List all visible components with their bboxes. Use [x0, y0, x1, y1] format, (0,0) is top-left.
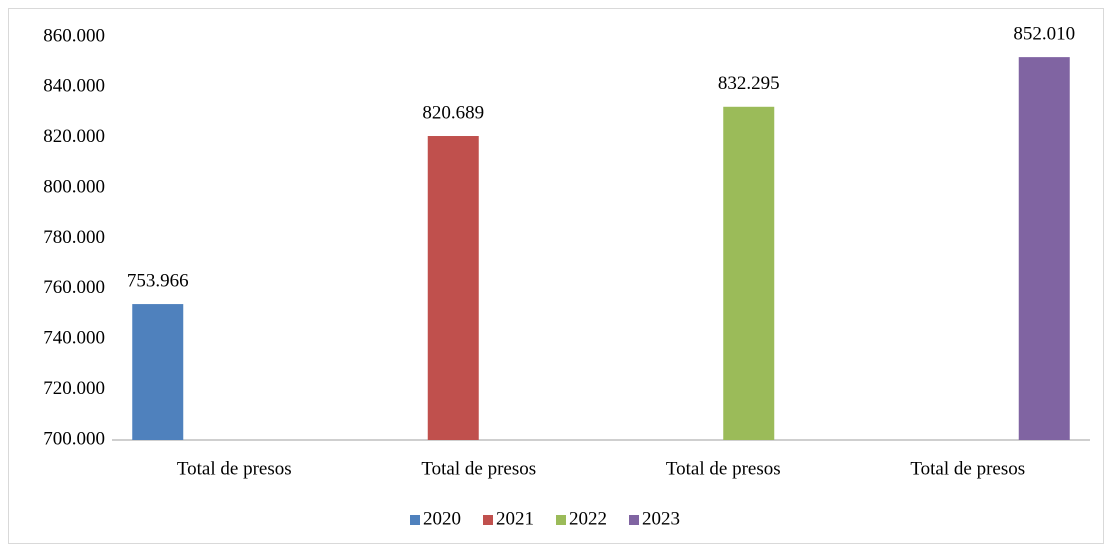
y-tick-label: 740.000 — [43, 328, 105, 349]
x-tick-label: Total de presos — [421, 458, 536, 479]
y-tick-label: 820.000 — [43, 126, 105, 147]
bar — [132, 304, 184, 440]
legend-label: 2020 — [423, 508, 461, 529]
x-tick-label: Total de presos — [177, 458, 292, 479]
y-tick-label: 760.000 — [43, 277, 105, 298]
x-tick-label: Total de presos — [910, 458, 1025, 479]
legend-label: 2023 — [642, 508, 680, 529]
x-tick-label: Total de presos — [666, 458, 781, 479]
y-tick-label: 800.000 — [43, 176, 105, 197]
data-label: 753.966 — [127, 270, 189, 291]
y-tick-label: 700.000 — [43, 428, 105, 449]
y-tick-label: 780.000 — [43, 227, 105, 248]
y-tick-label: 840.000 — [43, 76, 105, 97]
legend-swatch — [556, 515, 566, 525]
legend-swatch — [410, 515, 420, 525]
legend-label: 2022 — [569, 508, 607, 529]
data-label: 820.689 — [422, 102, 484, 123]
bar — [723, 106, 775, 440]
legend-swatch — [483, 515, 493, 525]
chart-border — [8, 8, 1104, 544]
data-label: 852.010 — [1013, 23, 1075, 44]
y-tick-label: 720.000 — [43, 378, 105, 399]
legend-swatch — [629, 515, 639, 525]
bar — [1018, 57, 1070, 440]
data-label: 832.295 — [718, 73, 780, 94]
legend-label: 2021 — [496, 508, 534, 529]
y-tick-label: 860.000 — [43, 25, 105, 46]
bar — [427, 136, 479, 440]
